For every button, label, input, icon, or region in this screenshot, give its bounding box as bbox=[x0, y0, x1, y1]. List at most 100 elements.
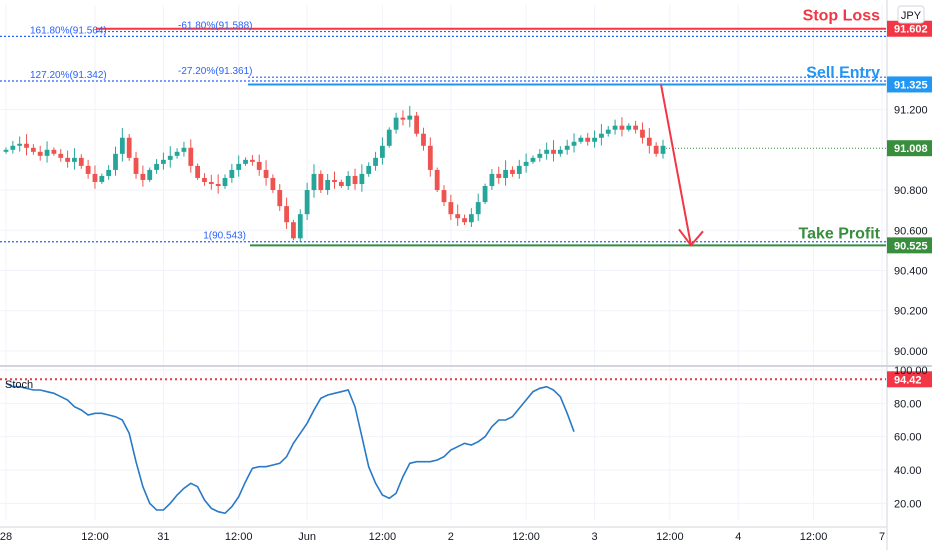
candle-body bbox=[592, 137, 597, 142]
candle-body bbox=[291, 222, 296, 239]
candle-body bbox=[318, 173, 324, 191]
candle-body bbox=[78, 157, 84, 166]
candle-body bbox=[352, 175, 358, 184]
stoch-tick-label: 60.00 bbox=[894, 432, 922, 444]
candle-body bbox=[249, 159, 255, 162]
candle bbox=[366, 162, 372, 177]
candle-body bbox=[208, 181, 214, 184]
candle bbox=[72, 148, 77, 170]
candle-body bbox=[605, 129, 611, 134]
stochastic-pane[interactable]: 94.42 bbox=[0, 371, 932, 515]
candle-body bbox=[407, 115, 413, 120]
candle bbox=[37, 145, 43, 161]
price-tick-label: 91.200 bbox=[894, 105, 928, 117]
time-tick-label: 31 bbox=[157, 531, 169, 543]
stop-loss-label: Stop Loss bbox=[803, 8, 880, 25]
candle bbox=[174, 148, 180, 159]
candle-body bbox=[119, 137, 125, 154]
candle-body bbox=[510, 169, 515, 174]
candle-body bbox=[304, 190, 310, 215]
candle bbox=[626, 123, 632, 132]
stoch-level-badge bbox=[887, 371, 932, 388]
stoch-tick-label: 40.00 bbox=[894, 465, 922, 477]
candle bbox=[640, 122, 645, 144]
time-tick-label: 12:00 bbox=[81, 531, 109, 543]
candle bbox=[359, 164, 365, 192]
time-tick-label: 12:00 bbox=[369, 531, 397, 543]
candle bbox=[516, 159, 522, 179]
currency-label[interactable]: JPY bbox=[897, 5, 925, 24]
candle bbox=[304, 182, 310, 220]
time-tick-label: 7 bbox=[879, 531, 885, 543]
candle-body bbox=[455, 214, 461, 219]
candle-body bbox=[17, 143, 23, 146]
candle bbox=[256, 154, 262, 176]
price-pane[interactable] bbox=[3, 105, 666, 243]
candle-body bbox=[359, 173, 365, 184]
candle-body bbox=[462, 218, 467, 223]
candle-body bbox=[551, 149, 556, 154]
fib-level-label: -61.80%(91.588) bbox=[178, 21, 253, 32]
candle-body bbox=[421, 133, 426, 146]
candle-body bbox=[325, 179, 331, 191]
target-arrow-head bbox=[678, 228, 704, 247]
candle-body bbox=[414, 115, 420, 134]
candle bbox=[489, 169, 495, 190]
time-tick-label: 12:00 bbox=[656, 531, 684, 543]
candle bbox=[181, 141, 187, 157]
candle bbox=[503, 160, 508, 186]
candle bbox=[30, 144, 36, 155]
candle-body bbox=[503, 169, 508, 178]
candle-body bbox=[263, 169, 269, 178]
candle bbox=[297, 209, 303, 243]
take-profit-badge-text: 90.525 bbox=[894, 240, 928, 252]
candle bbox=[311, 164, 317, 198]
time-tick-label: 12:00 bbox=[225, 531, 253, 543]
candle bbox=[263, 160, 269, 186]
candle bbox=[646, 128, 652, 154]
candle-body bbox=[24, 143, 29, 148]
candle-body bbox=[571, 141, 577, 146]
candle bbox=[619, 117, 625, 137]
candle-body bbox=[3, 149, 9, 152]
candle bbox=[229, 163, 235, 183]
candle-body bbox=[448, 202, 454, 215]
candle-body bbox=[174, 151, 180, 156]
candle-body bbox=[640, 129, 645, 138]
candle bbox=[243, 157, 248, 166]
candle-body bbox=[106, 169, 112, 176]
candle bbox=[113, 146, 118, 176]
candle bbox=[167, 146, 173, 168]
candle bbox=[58, 149, 64, 162]
candle bbox=[599, 124, 604, 146]
candle bbox=[92, 165, 98, 189]
fib-level-label: 1(90.543) bbox=[203, 231, 246, 242]
candle-body bbox=[653, 145, 659, 154]
candle bbox=[421, 127, 426, 151]
last-price-badge-text: 91.008 bbox=[894, 143, 928, 155]
candle-body bbox=[58, 153, 64, 158]
candle bbox=[455, 204, 461, 226]
stoch-indicator-label[interactable]: Stoch bbox=[5, 379, 33, 391]
candle bbox=[407, 105, 413, 128]
candle bbox=[202, 173, 207, 186]
candle bbox=[427, 137, 433, 177]
candle bbox=[475, 193, 481, 221]
candle bbox=[571, 133, 577, 153]
candle bbox=[325, 173, 331, 195]
candle-body bbox=[284, 206, 289, 223]
candle-body bbox=[133, 157, 139, 174]
candle bbox=[482, 183, 488, 205]
axes-layer: 91.200 90.800 90.600 90.400 90.200 90.000 100.… bbox=[0, 20, 932, 543]
candle bbox=[585, 132, 591, 146]
candle bbox=[85, 159, 91, 179]
candle-body bbox=[626, 125, 632, 130]
price-tick-label: 90.600 bbox=[894, 225, 928, 237]
candle-body bbox=[380, 145, 385, 158]
candle-body bbox=[147, 169, 153, 180]
candle bbox=[393, 112, 399, 134]
candle bbox=[222, 174, 228, 189]
candle bbox=[106, 165, 112, 180]
